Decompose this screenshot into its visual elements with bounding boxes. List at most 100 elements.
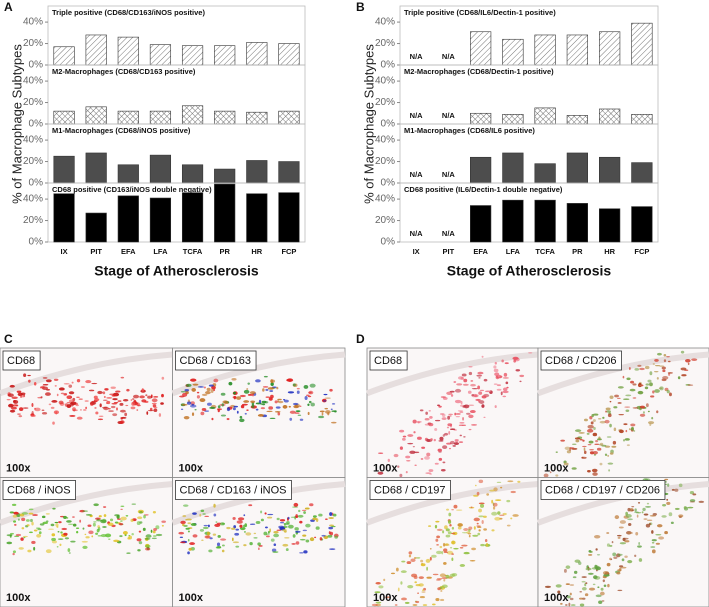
bar	[214, 183, 236, 243]
stain-speck	[142, 527, 146, 531]
stain-speck	[500, 391, 503, 396]
stain-speck	[609, 544, 613, 547]
stain-speck	[609, 395, 614, 399]
stain-speck	[25, 519, 30, 522]
stain-speck	[200, 509, 205, 513]
stain-speck	[627, 518, 633, 521]
stain-speck	[151, 537, 157, 540]
stain-speck	[118, 523, 124, 526]
stain-speck	[60, 531, 63, 534]
stain-speck	[321, 534, 326, 537]
stain-speck	[566, 450, 572, 454]
stain-speck	[318, 513, 323, 517]
stain-speck	[646, 519, 653, 521]
stain-speck	[36, 533, 42, 538]
stain-speck	[461, 532, 468, 534]
stain-speck	[72, 523, 77, 527]
stain-speck	[612, 440, 617, 445]
stain-speck	[623, 439, 625, 442]
stain-speck	[456, 509, 463, 511]
stain-speck	[35, 527, 41, 529]
stain-speck	[375, 601, 382, 604]
stain-speck	[32, 514, 38, 516]
stain-speck	[565, 583, 570, 586]
stain-speck	[426, 566, 429, 571]
stain-speck	[578, 431, 585, 434]
stain-speck	[377, 471, 384, 475]
stain-speck	[248, 504, 253, 507]
stain-speck	[494, 517, 501, 521]
stain-speck	[579, 603, 585, 607]
stain-speck	[100, 534, 107, 538]
stain-speck	[689, 501, 696, 503]
stain-speck	[448, 512, 452, 517]
stain-speck	[413, 431, 416, 434]
stain-speck	[604, 453, 608, 457]
stain-speck	[502, 512, 507, 516]
stain-speck	[153, 408, 158, 413]
stain-speck	[625, 513, 632, 518]
stain-speck	[122, 398, 129, 402]
stain-speck	[399, 446, 403, 450]
stain-speck	[283, 525, 288, 528]
stain-speck	[297, 514, 304, 518]
stain-speck	[617, 402, 622, 404]
stain-speck	[282, 543, 289, 547]
stain-speck	[110, 405, 116, 409]
stain-speck	[308, 391, 312, 394]
stain-speck	[579, 590, 583, 593]
stain-speck	[139, 521, 143, 524]
magnification: 100x	[6, 462, 31, 474]
stain-speck	[287, 516, 290, 520]
stain-speck	[433, 438, 436, 442]
stain-speck	[97, 390, 103, 395]
stain-speck	[501, 359, 504, 363]
stain-speck	[453, 442, 460, 445]
stain-speck	[441, 584, 448, 588]
stain-speck	[328, 517, 334, 519]
stain-speck	[470, 380, 474, 382]
stain-speck	[477, 371, 484, 375]
stain-speck	[138, 541, 143, 545]
stain-speck	[598, 600, 603, 605]
stain-speck	[253, 537, 258, 539]
stain-speck	[555, 474, 559, 477]
stain-speck	[459, 422, 465, 424]
stain-speck	[78, 398, 83, 400]
micrograph: CD68 / CD197 / CD206 100x	[536, 477, 709, 607]
stain-speck	[54, 521, 59, 524]
stain-speck	[206, 531, 210, 536]
stain-speck	[56, 546, 59, 548]
stain-speck	[560, 439, 565, 442]
stain-speck	[463, 551, 470, 555]
stain-speck	[443, 578, 446, 582]
stain-speck	[677, 376, 681, 380]
stain-speck	[76, 396, 80, 398]
stain-speck	[255, 379, 261, 383]
stain-speck	[180, 391, 187, 393]
magnification: 100x	[544, 592, 569, 604]
stain-speck	[476, 491, 480, 496]
stain-speck	[443, 548, 448, 552]
subplot-title: M2-Macrophages (CD68/CD163 positive)	[52, 67, 196, 76]
stain-speck	[459, 411, 464, 413]
stain-speck	[458, 424, 464, 426]
stain-speck	[624, 438, 630, 441]
y-tick-label: 40%	[23, 76, 43, 87]
stain-speck	[260, 407, 266, 410]
stain-speck	[443, 551, 449, 553]
stain-speck	[161, 520, 166, 523]
stain-speck	[13, 400, 16, 403]
stain-speck	[442, 461, 446, 464]
stain-speck	[472, 494, 479, 497]
stain-speck	[7, 393, 14, 398]
stain-speck	[478, 391, 483, 395]
stain-speck	[231, 527, 236, 530]
stain-speck	[194, 409, 197, 411]
stain-speck	[420, 559, 424, 563]
stain-speck	[119, 420, 125, 424]
stain-speck	[412, 604, 418, 606]
stain-speck	[587, 444, 592, 446]
stain-speck	[592, 450, 598, 455]
stain-speck	[46, 388, 50, 391]
